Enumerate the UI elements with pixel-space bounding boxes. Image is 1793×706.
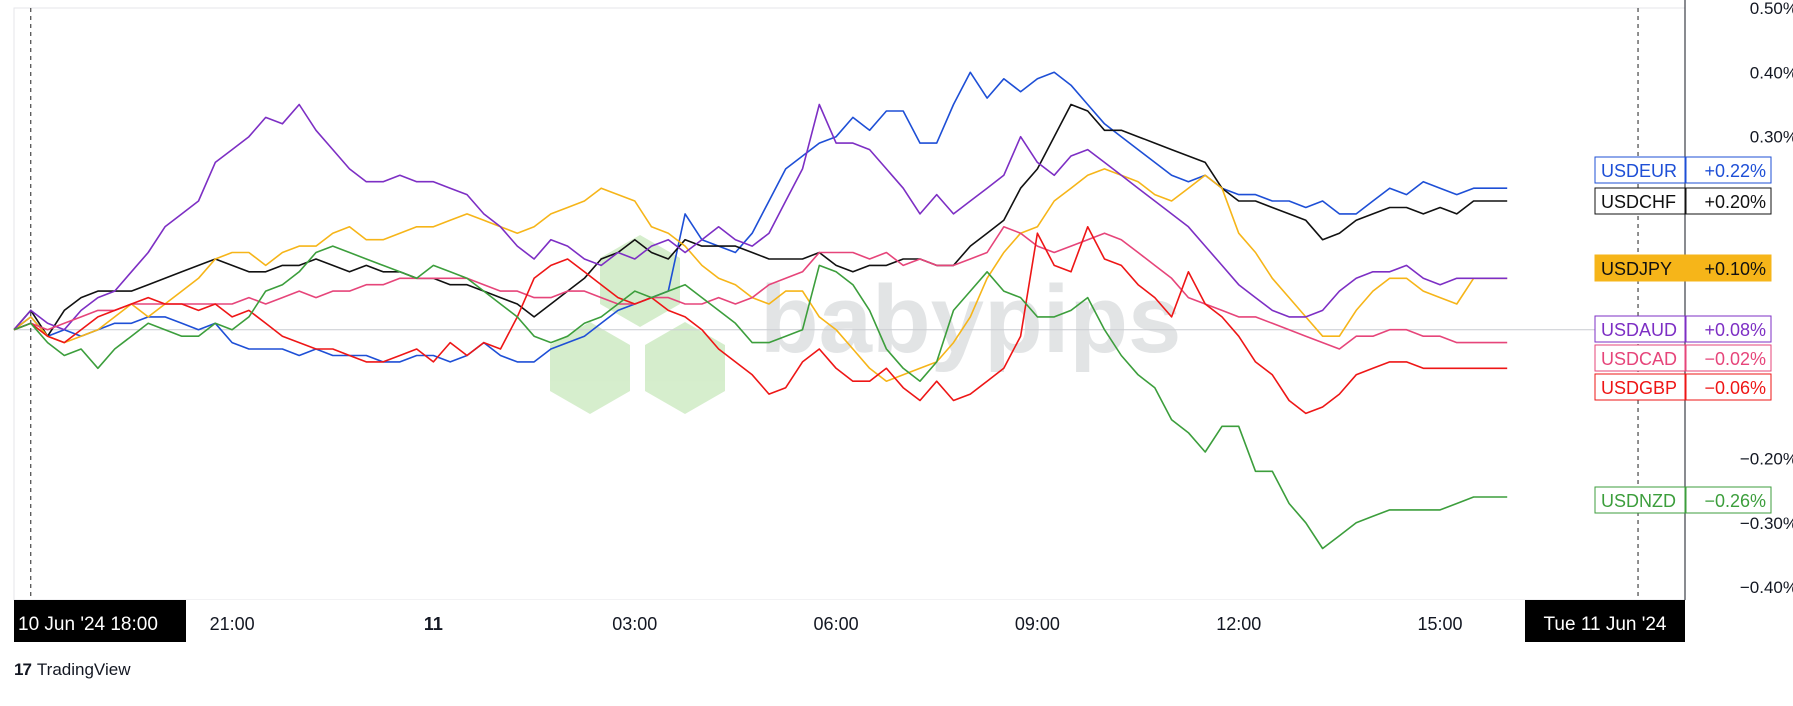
- y-tick-label: 0.50%: [1750, 0, 1793, 18]
- series-badge-usdaud[interactable]: USDAUD +0.08%: [1594, 315, 1772, 343]
- series-name-box: [1594, 254, 1686, 282]
- series-name-label: USDNZD: [1601, 491, 1676, 511]
- watermark-text: babypips: [760, 266, 1181, 373]
- series-value-box: [1685, 254, 1772, 282]
- series-badge-usdeur[interactable]: USDEUR +0.22%: [1594, 156, 1772, 184]
- series-value-box: [1685, 315, 1772, 343]
- y-tick-label: 0.30%: [1750, 128, 1793, 147]
- series-name-box: [1594, 187, 1686, 215]
- x-tick-label: 09:00: [1015, 614, 1060, 634]
- tradingview-footer: 17 TradingView: [14, 660, 130, 680]
- series-line-usdchf[interactable]: [13, 103, 1508, 338]
- series-value-box: [1685, 373, 1772, 401]
- series-value-label: +0.10%: [1704, 259, 1766, 279]
- series-value-box: [1685, 156, 1772, 184]
- x-tick-label: 15:00: [1418, 614, 1463, 634]
- series-name-box: [1594, 344, 1686, 372]
- series-line-usdnzd[interactable]: [13, 245, 1508, 550]
- series-name-box: [1594, 373, 1686, 401]
- series-line-usdjpy[interactable]: [13, 168, 1508, 383]
- series-value-label: +0.20%: [1704, 192, 1766, 212]
- x-tick-label: 12:00: [1216, 614, 1261, 634]
- x-tick-label: 21:00: [210, 614, 255, 634]
- series-line-usdgbp[interactable]: [13, 226, 1508, 415]
- crosshair-start-label-box: [14, 600, 186, 642]
- series-name-label: USDJPY: [1601, 259, 1672, 279]
- y-tick-label: −0.30%: [1740, 514, 1793, 533]
- tradingview-brand[interactable]: TradingView: [36, 660, 131, 679]
- series-value-label: −0.06%: [1704, 378, 1766, 398]
- series-value-box: [1685, 344, 1772, 372]
- series-badge-usdjpy[interactable]: USDJPY +0.10%: [1594, 254, 1772, 282]
- series-name-box: [1594, 315, 1686, 343]
- y-tick-label: 0.40%: [1750, 63, 1793, 82]
- series-value-box: [1685, 486, 1772, 514]
- tradingview-logo-icon: 17: [14, 660, 32, 679]
- series-badge-usdchf[interactable]: USDCHF +0.20%: [1594, 187, 1772, 215]
- series-value-label: +0.08%: [1704, 320, 1766, 340]
- crosshair-end-label-box: [1525, 600, 1685, 642]
- y-tick-label: −0.40%: [1740, 578, 1793, 597]
- series-value-label: −0.26%: [1704, 491, 1766, 511]
- series-value-box: [1685, 187, 1772, 215]
- crosshair-end-label: Tue 11 Jun '24: [1544, 614, 1667, 635]
- crosshair-start-label: 10 Jun '24 18:00: [18, 614, 158, 635]
- series-name-label: USDCHF: [1601, 192, 1676, 212]
- x-axis-band: [14, 600, 1685, 642]
- series-name-label: USDCAD: [1601, 349, 1677, 369]
- series-badge-usdgbp[interactable]: USDGBP −0.06%: [1594, 373, 1772, 401]
- x-tick-label: 06:00: [814, 614, 859, 634]
- series-name-label: USDEUR: [1601, 161, 1677, 181]
- y-tick-label: −0.20%: [1740, 449, 1793, 468]
- series-badge-usdnzd[interactable]: USDNZD −0.26%: [1594, 486, 1772, 514]
- x-tick-label: 03:00: [612, 614, 657, 634]
- x-tick-label: 11: [424, 614, 443, 634]
- series-line-usdaud[interactable]: [13, 103, 1508, 331]
- series-name-label: USDAUD: [1601, 320, 1677, 340]
- series-name-label: USDGBP: [1601, 378, 1677, 398]
- series-value-label: +0.22%: [1704, 161, 1766, 181]
- series-name-box: [1594, 486, 1686, 514]
- series-value-label: −0.02%: [1704, 349, 1766, 369]
- series-line-usdcad[interactable]: [13, 226, 1508, 350]
- series-badge-usdcad[interactable]: USDCAD −0.02%: [1594, 344, 1772, 372]
- series-line-usdeur[interactable]: [13, 71, 1508, 363]
- series-name-box: [1594, 156, 1686, 184]
